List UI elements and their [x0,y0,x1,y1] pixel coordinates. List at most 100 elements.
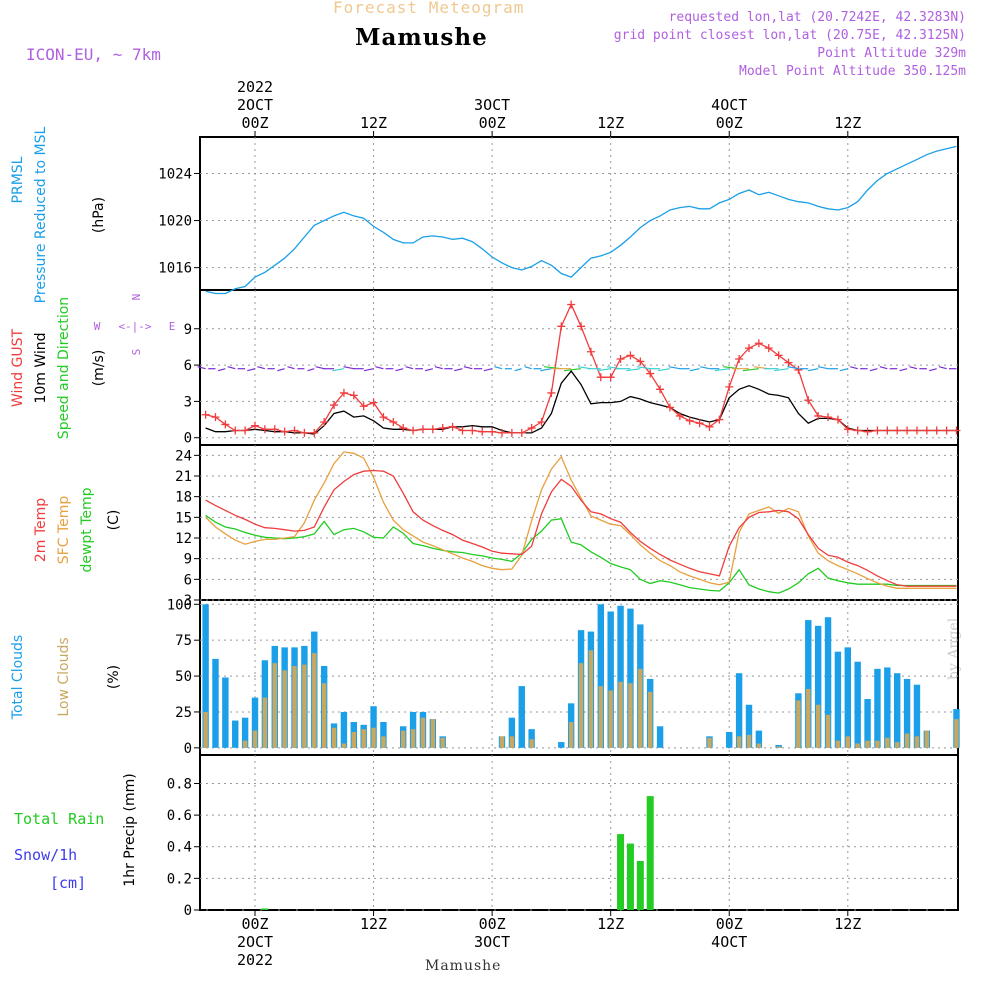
low-cloud-bar [272,663,277,748]
low-cloud-bar [499,736,505,748]
low-cloud-bar [648,691,653,748]
low-cloud-bar [815,704,821,748]
panel-frame-2 [199,289,959,446]
low-cloud-bar [638,668,643,748]
wind-direction-arrow [454,368,463,372]
low-cloud-bar [628,683,633,748]
gust-marker [221,420,230,429]
gust-marker [537,417,546,426]
gust-marker [339,388,348,397]
surface-temp-line [205,451,957,589]
panel-frame-5 [199,754,959,911]
gust-marker [300,428,309,437]
wind-direction-arrow [257,366,266,370]
gust-marker [409,426,418,435]
gust-marker [656,385,665,394]
gust-marker [438,424,447,433]
bottom-time-label: 2OCT [237,933,273,951]
pressure-label: PRMSL [10,156,26,203]
gust-marker [745,344,753,353]
wind-direction-arrow [227,366,236,370]
low-cloud-bar [924,730,930,748]
gust-marker [369,398,378,407]
gust-marker [893,426,902,435]
wind-direction-arrow [909,366,918,370]
total-cloud-bar [755,730,763,748]
gust-marker [290,426,299,435]
gust-marker [932,426,941,435]
y-tick-label: 0 [184,903,192,919]
total-cloud-bar [212,658,219,748]
y-tick-label: 18 [175,490,192,506]
top-time-label: 4OCT [711,96,747,114]
top-time-label: 12Z [834,114,861,132]
gust-marker [843,425,852,434]
total-clouds-label: Total Clouds [10,635,26,720]
rain-bar [261,908,269,910]
wind-direction-arrow [247,368,256,372]
low-cloud-bar [401,730,406,748]
bottom-time-label: 3OCT [474,933,510,951]
wind-direction-arrow [524,366,532,370]
gust-marker [784,358,793,367]
wind-direction-arrow [514,368,522,372]
model-altitude: Model Point Altitude 350.125m [739,64,966,79]
top-time-label: 00Z [479,114,506,132]
gust-marker [270,425,279,434]
gust-marker [754,339,763,348]
dewpoint-label: dewpt Temp [79,487,95,572]
gust-marker [310,428,319,437]
low-cloud-bar [529,739,534,748]
wind-direction-arrow [463,366,473,370]
temp-unit: (C) [106,510,122,531]
total-cloud-bar [844,647,851,748]
low-cloud-bar [410,729,416,748]
wind-direction-arrow [774,368,789,372]
low-cloud-bar [420,717,426,748]
total-cloud-bar [251,697,259,748]
gust-marker [517,428,526,437]
wind-direction-arrow [808,368,819,372]
gust-marker [260,425,269,434]
wind-direction-arrow [787,366,799,370]
low-cloud-bar [845,736,850,748]
wind-direction-arrow [197,366,206,370]
gust-marker [359,402,368,411]
low-cloud-bar [835,740,841,748]
gust-marker [211,413,220,422]
y-tick-label: 21 [175,469,192,485]
total-cloud-bar [775,744,782,748]
y-tick-label: 100 [167,597,192,613]
wind-label: 10m Wind [33,332,49,403]
gust-marker [251,421,259,430]
wind-direction-arrow [817,366,829,370]
gust-marker [418,425,427,434]
gust-marker [695,419,704,428]
wind-direction-arrow [434,366,443,370]
total-cloud-bar [558,742,565,748]
wind-direction-arrow [657,368,671,372]
total-cloud-bar [202,604,209,748]
gust-marker [942,426,951,435]
gust-marker [675,411,684,420]
low-cloud-bar [321,683,327,748]
panel-frame-1 [199,136,959,291]
gust-marker [952,426,961,435]
wind-speed-line [205,370,957,435]
gust-marker [468,426,477,435]
compass-south: S [130,349,143,356]
gust-marker [478,427,487,436]
gust-marker [399,424,408,433]
gust-marker [626,351,635,360]
gust-marker [903,426,912,435]
low-cloud-bar [954,719,959,748]
gust-marker [833,415,842,424]
total-cloud-bar [617,605,624,748]
bottom-time-label: 00Z [241,915,268,933]
gust-marker [814,411,823,420]
gust-marker [883,426,892,435]
total-cloud-bar [607,611,614,748]
wind-direction-arrow [277,368,285,372]
wind-direction-arrow [424,368,433,372]
wind-direction-arrow [742,368,759,372]
